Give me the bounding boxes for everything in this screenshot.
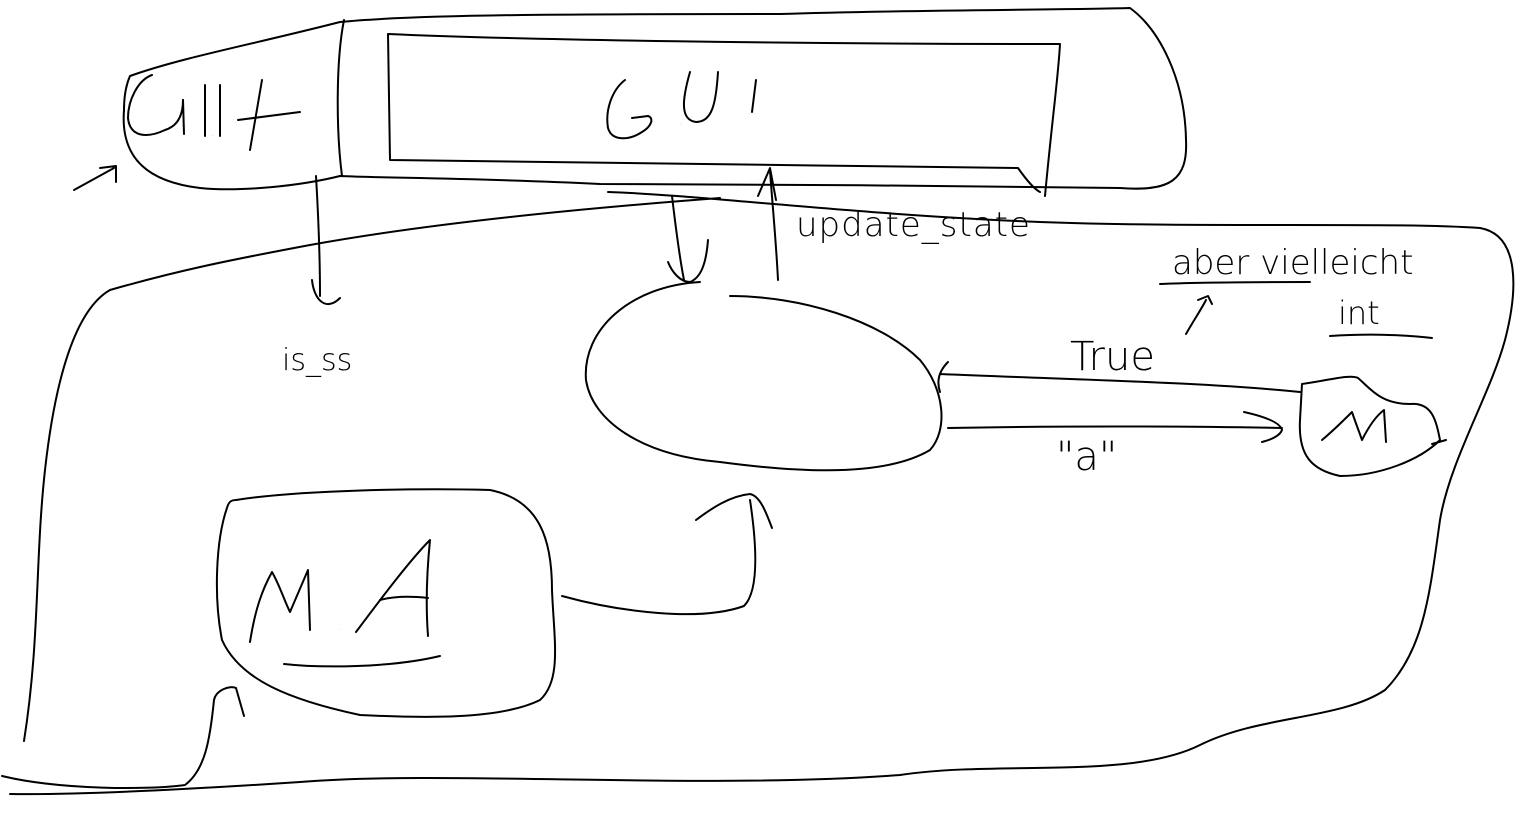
annotation-pointer [1185,295,1213,335]
ma-to-center-arrow [561,493,773,616]
update-state-arrow [757,167,779,281]
m-node-tail [1431,439,1447,445]
annotation-underline-2 [1329,333,1433,339]
true-label: True [1070,334,1155,380]
uih-gui-divider [336,19,345,177]
a-label: "a" [1056,434,1117,480]
ma-node-label: MA [340,628,342,631]
a-edge-line [947,411,1283,443]
gui-node-label: GUI [680,123,683,125]
true-edge-line [937,361,1301,393]
annotation-line-2: int [1338,294,1380,332]
uih-node-label: UIH [212,135,214,137]
update-state-label: update_state [796,205,1031,245]
center-node-ellipse [584,281,943,472]
gui-label-strokes [606,71,757,140]
uih-label-strokes [127,74,301,151]
uih-small-arrow [73,165,117,191]
m-node-label: M [1354,439,1355,441]
uih-node-border [122,7,1188,191]
m-label-strokes [1321,409,1387,443]
ma-node-border [215,488,557,718]
is-ss-label: is_ss [282,343,352,378]
is-ss-edge-line [311,175,341,305]
outer-region-boundary [1,191,1515,796]
gui-node-border [387,33,1061,197]
m-node-border [1298,375,1441,477]
annotation-line-1: aber vielleicht [1172,243,1413,283]
ma-underline [283,655,441,668]
annotation-underline-1 [1159,281,1311,285]
ma-label-strokes [249,539,431,643]
gui-to-center-arrow [667,195,709,283]
